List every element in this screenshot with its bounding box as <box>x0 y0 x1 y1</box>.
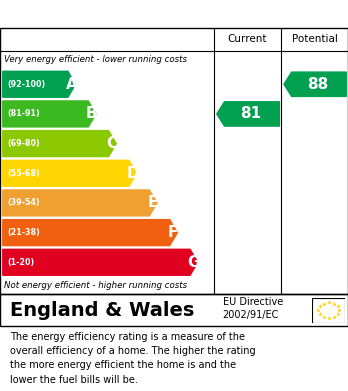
Text: (1-20): (1-20) <box>7 258 34 267</box>
Text: EU Directive
2002/91/EC: EU Directive 2002/91/EC <box>223 297 283 321</box>
Text: The energy efficiency rating is a measure of the
overall efficiency of a home. T: The energy efficiency rating is a measur… <box>10 332 256 385</box>
Polygon shape <box>3 131 116 156</box>
Text: B: B <box>86 106 97 122</box>
Text: (69-80): (69-80) <box>7 139 40 148</box>
Text: Not energy efficient - higher running costs: Not energy efficient - higher running co… <box>4 281 187 290</box>
Text: 81: 81 <box>240 106 261 122</box>
Text: E: E <box>148 196 158 210</box>
Text: (92-100): (92-100) <box>7 80 45 89</box>
Text: England & Wales: England & Wales <box>10 301 195 320</box>
Polygon shape <box>284 72 346 97</box>
Polygon shape <box>217 102 279 126</box>
Text: A: A <box>65 77 77 92</box>
Text: (21-38): (21-38) <box>7 228 40 237</box>
Text: Potential: Potential <box>292 34 338 45</box>
Text: Current: Current <box>228 34 267 45</box>
Polygon shape <box>3 160 137 186</box>
Text: Very energy efficient - lower running costs: Very energy efficient - lower running co… <box>4 55 187 64</box>
Text: G: G <box>187 255 200 270</box>
Polygon shape <box>3 190 157 216</box>
Text: F: F <box>168 225 179 240</box>
Text: C: C <box>106 136 118 151</box>
Text: (39-54): (39-54) <box>7 199 40 208</box>
Text: D: D <box>126 166 139 181</box>
Text: Energy Efficiency Rating: Energy Efficiency Rating <box>10 7 232 22</box>
Polygon shape <box>3 220 177 246</box>
Polygon shape <box>3 249 198 275</box>
Text: 88: 88 <box>307 77 328 92</box>
Text: (55-68): (55-68) <box>7 169 40 178</box>
Text: (81-91): (81-91) <box>7 109 40 118</box>
Polygon shape <box>3 101 96 127</box>
Polygon shape <box>3 71 76 97</box>
